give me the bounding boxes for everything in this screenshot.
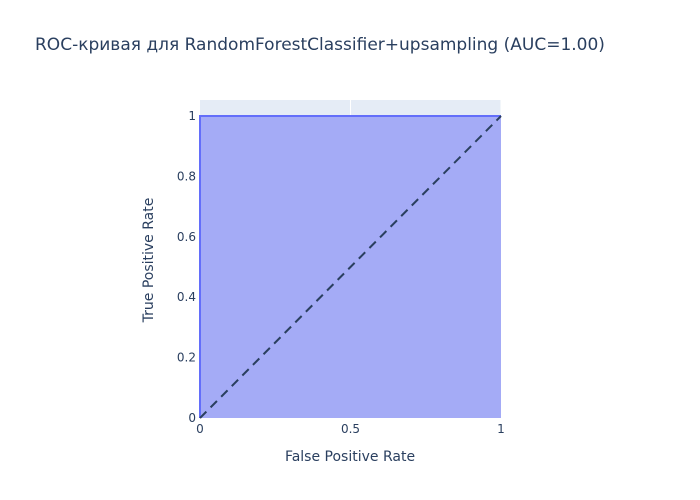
x-tick-label: 0.5: [341, 422, 360, 436]
tick-labels: 0 0.5 1 0 0.2 0.4 0.6 0.8 1: [177, 109, 505, 436]
y-tick-label: 0.2: [177, 351, 196, 365]
chart-title: ROC-кривая для RandomForestClassifier+up…: [35, 35, 605, 55]
y-axis-title: True Positive Rate: [141, 198, 157, 324]
x-axis-title: False Positive Rate: [285, 449, 415, 465]
x-tick-label: 1: [497, 422, 505, 436]
roc-curve-line: [199, 115, 501, 418]
y-tick-label: 0.6: [177, 230, 196, 244]
x-tick-label: 0: [196, 422, 204, 436]
random-classifier-line: [199, 115, 502, 419]
y-tick-label: 0.4: [177, 290, 196, 304]
y-tick-label: 0.8: [177, 169, 196, 183]
y-tick-label: 0: [188, 411, 196, 425]
y-tick-label: 1: [188, 109, 196, 123]
